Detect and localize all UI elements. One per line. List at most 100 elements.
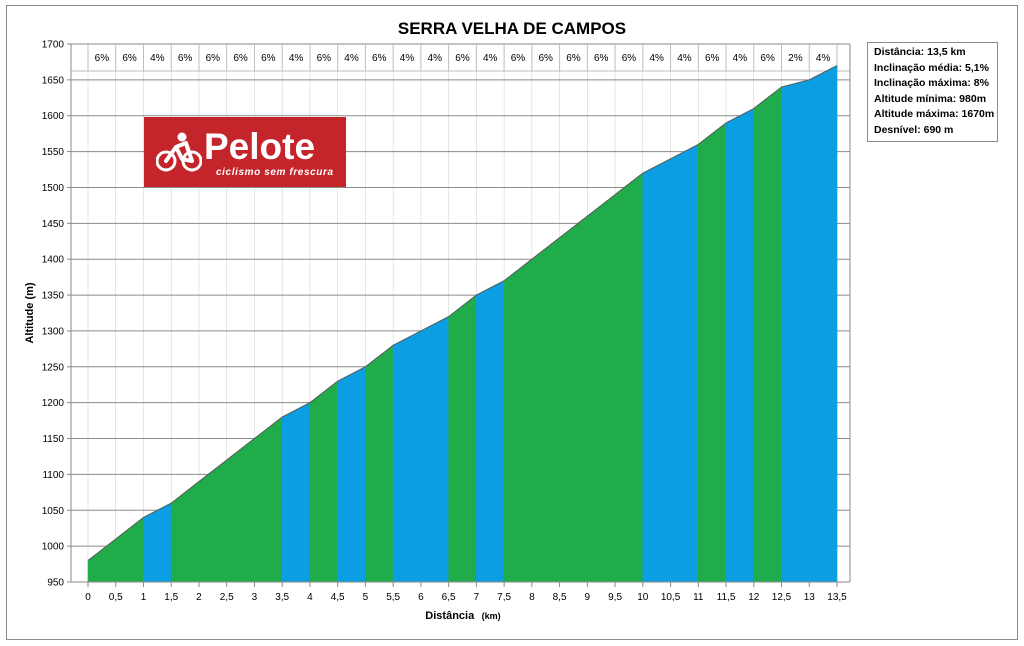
gradient-label: 4% — [677, 53, 692, 64]
y-tick-label: 1050 — [42, 506, 65, 517]
x-tick-label: 3 — [252, 592, 258, 603]
area-segment — [448, 294, 477, 583]
area-segment — [87, 538, 117, 583]
area-segment — [531, 237, 560, 583]
stat-distance: Distância: 13,5 km — [874, 46, 966, 58]
x-tick-label: 7 — [474, 592, 480, 603]
area-segment — [115, 516, 144, 583]
gradient-label: 4% — [400, 53, 415, 64]
area-segment — [476, 280, 505, 583]
logo-wordmark: Pelote — [204, 126, 316, 167]
x-tick-label: 5,5 — [386, 592, 400, 603]
x-tick-label: 9,5 — [608, 592, 622, 603]
x-tick-label: 6,5 — [442, 592, 456, 603]
gradient-label: 6% — [760, 53, 775, 64]
gradient-label: 4% — [816, 53, 831, 64]
x-tick-label: 4,5 — [331, 592, 345, 603]
x-tick-label: 11 — [693, 592, 704, 603]
x-tick-label: 1 — [141, 592, 147, 603]
gradient-label: 4% — [289, 53, 304, 64]
gradient-label: 6% — [122, 53, 137, 64]
x-tick-label: 13 — [804, 592, 816, 603]
gradient-label: 4% — [483, 53, 498, 64]
x-tick-label: 12,5 — [772, 592, 792, 603]
y-tick-label: 1400 — [42, 255, 65, 266]
area-segment — [226, 437, 255, 583]
area-segment — [587, 194, 616, 583]
x-tick-label: 12 — [748, 592, 760, 603]
axes — [67, 43, 851, 587]
x-tick-label: 7,5 — [497, 592, 511, 603]
gradient-label: 6% — [455, 53, 470, 64]
y-tick-label: 1450 — [42, 219, 65, 230]
x-tick-label: 1,5 — [164, 592, 178, 603]
gradient-label: 6% — [206, 53, 221, 64]
stat-min-altitude: Altitude mínima: 980m — [874, 92, 987, 105]
y-tick-label: 1300 — [42, 326, 65, 337]
cyclist-icon — [156, 132, 202, 172]
area-segment — [365, 344, 394, 583]
area-segment — [254, 416, 283, 583]
area-segment — [697, 122, 727, 583]
gradient-label: 4% — [150, 53, 165, 64]
gradient-label: 6% — [261, 53, 276, 64]
x-tick-label: 10,5 — [661, 592, 681, 603]
x-tick-label: 11,5 — [717, 592, 736, 603]
area-segment — [503, 258, 533, 583]
x-tick-label: 9 — [585, 592, 591, 603]
area-segment — [281, 402, 311, 583]
area-segment — [170, 480, 200, 583]
x-tick-label: 8,5 — [553, 592, 567, 603]
gradient-label: 2% — [788, 53, 803, 64]
gradient-label: 4% — [344, 53, 359, 64]
x-axis-label: Distância (km) — [425, 606, 500, 623]
stats-box: Distância: 13,5 km Inclinação média: 5,1… — [867, 42, 998, 142]
x-axis-label-unit: (km) — [482, 611, 501, 621]
area-segment — [420, 316, 449, 583]
gradient-label: 6% — [511, 53, 526, 64]
area-segment — [725, 108, 755, 583]
x-tick-labels: 0 0,5 1 1,5 2 2,5 3 3,5 4 4,5 5 5,5 6 6,5 7 7,5 8 8,5 9 9,5… — [85, 592, 847, 603]
y-tick-label: 1100 — [42, 470, 64, 481]
stat-elevation-gain: Desnível: 690 m — [874, 123, 954, 136]
area-segments — [87, 65, 838, 583]
x-tick-label: 13,5 — [827, 592, 847, 603]
area-segment — [670, 143, 699, 583]
y-tick-label: 1250 — [42, 362, 65, 373]
stat-max-altitude: Altitude máxima: 1670m — [874, 108, 995, 120]
x-tick-label: 2 — [196, 592, 202, 603]
stat-avg-grade: Inclinação média: 5,1% — [874, 61, 989, 74]
gradient-label: 6% — [372, 53, 387, 64]
logo-tagline: ciclismo sem frescura — [216, 167, 334, 178]
gradient-label: 6% — [705, 53, 720, 64]
area-segment — [753, 86, 782, 583]
gradient-label: 6% — [622, 53, 637, 64]
stat-max-grade: Inclinação máxima: 8% — [874, 77, 989, 89]
profile-line — [87, 65, 838, 561]
gradient-label: 6% — [95, 53, 110, 64]
y-tick-label: 1650 — [42, 75, 65, 86]
area-segment — [309, 380, 338, 583]
x-axis-label-main: Distância — [425, 610, 475, 622]
area-segment — [642, 158, 671, 583]
area-segment — [392, 330, 422, 583]
y-tick-labels: 950 1000 1050 1100 1150 1200 1250 1300 1350 1400 1… — [42, 40, 65, 589]
y-tick-label: 950 — [47, 578, 64, 589]
y-tick-label: 1200 — [42, 398, 65, 409]
y-tick-label: 1000 — [42, 542, 65, 553]
gradient-label: 4% — [733, 53, 748, 64]
gradient-label: 6% — [566, 53, 581, 64]
gradient-label: 6% — [538, 53, 553, 64]
gradient-label: 6% — [594, 53, 609, 64]
area-segment — [337, 366, 366, 583]
gradient-label: 4% — [649, 53, 664, 64]
y-tick-label: 1700 — [42, 40, 65, 51]
pelote-logo: Pelote ciclismo sem frescura — [144, 117, 346, 187]
x-tick-label: 0 — [85, 592, 91, 603]
x-tick-label: 3,5 — [275, 592, 289, 603]
area-segment — [808, 65, 838, 583]
x-tick-label: 0,5 — [109, 592, 123, 603]
y-tick-label: 1150 — [42, 434, 64, 445]
chart-title: SERRA VELHA DE CAMPOS — [398, 19, 626, 38]
